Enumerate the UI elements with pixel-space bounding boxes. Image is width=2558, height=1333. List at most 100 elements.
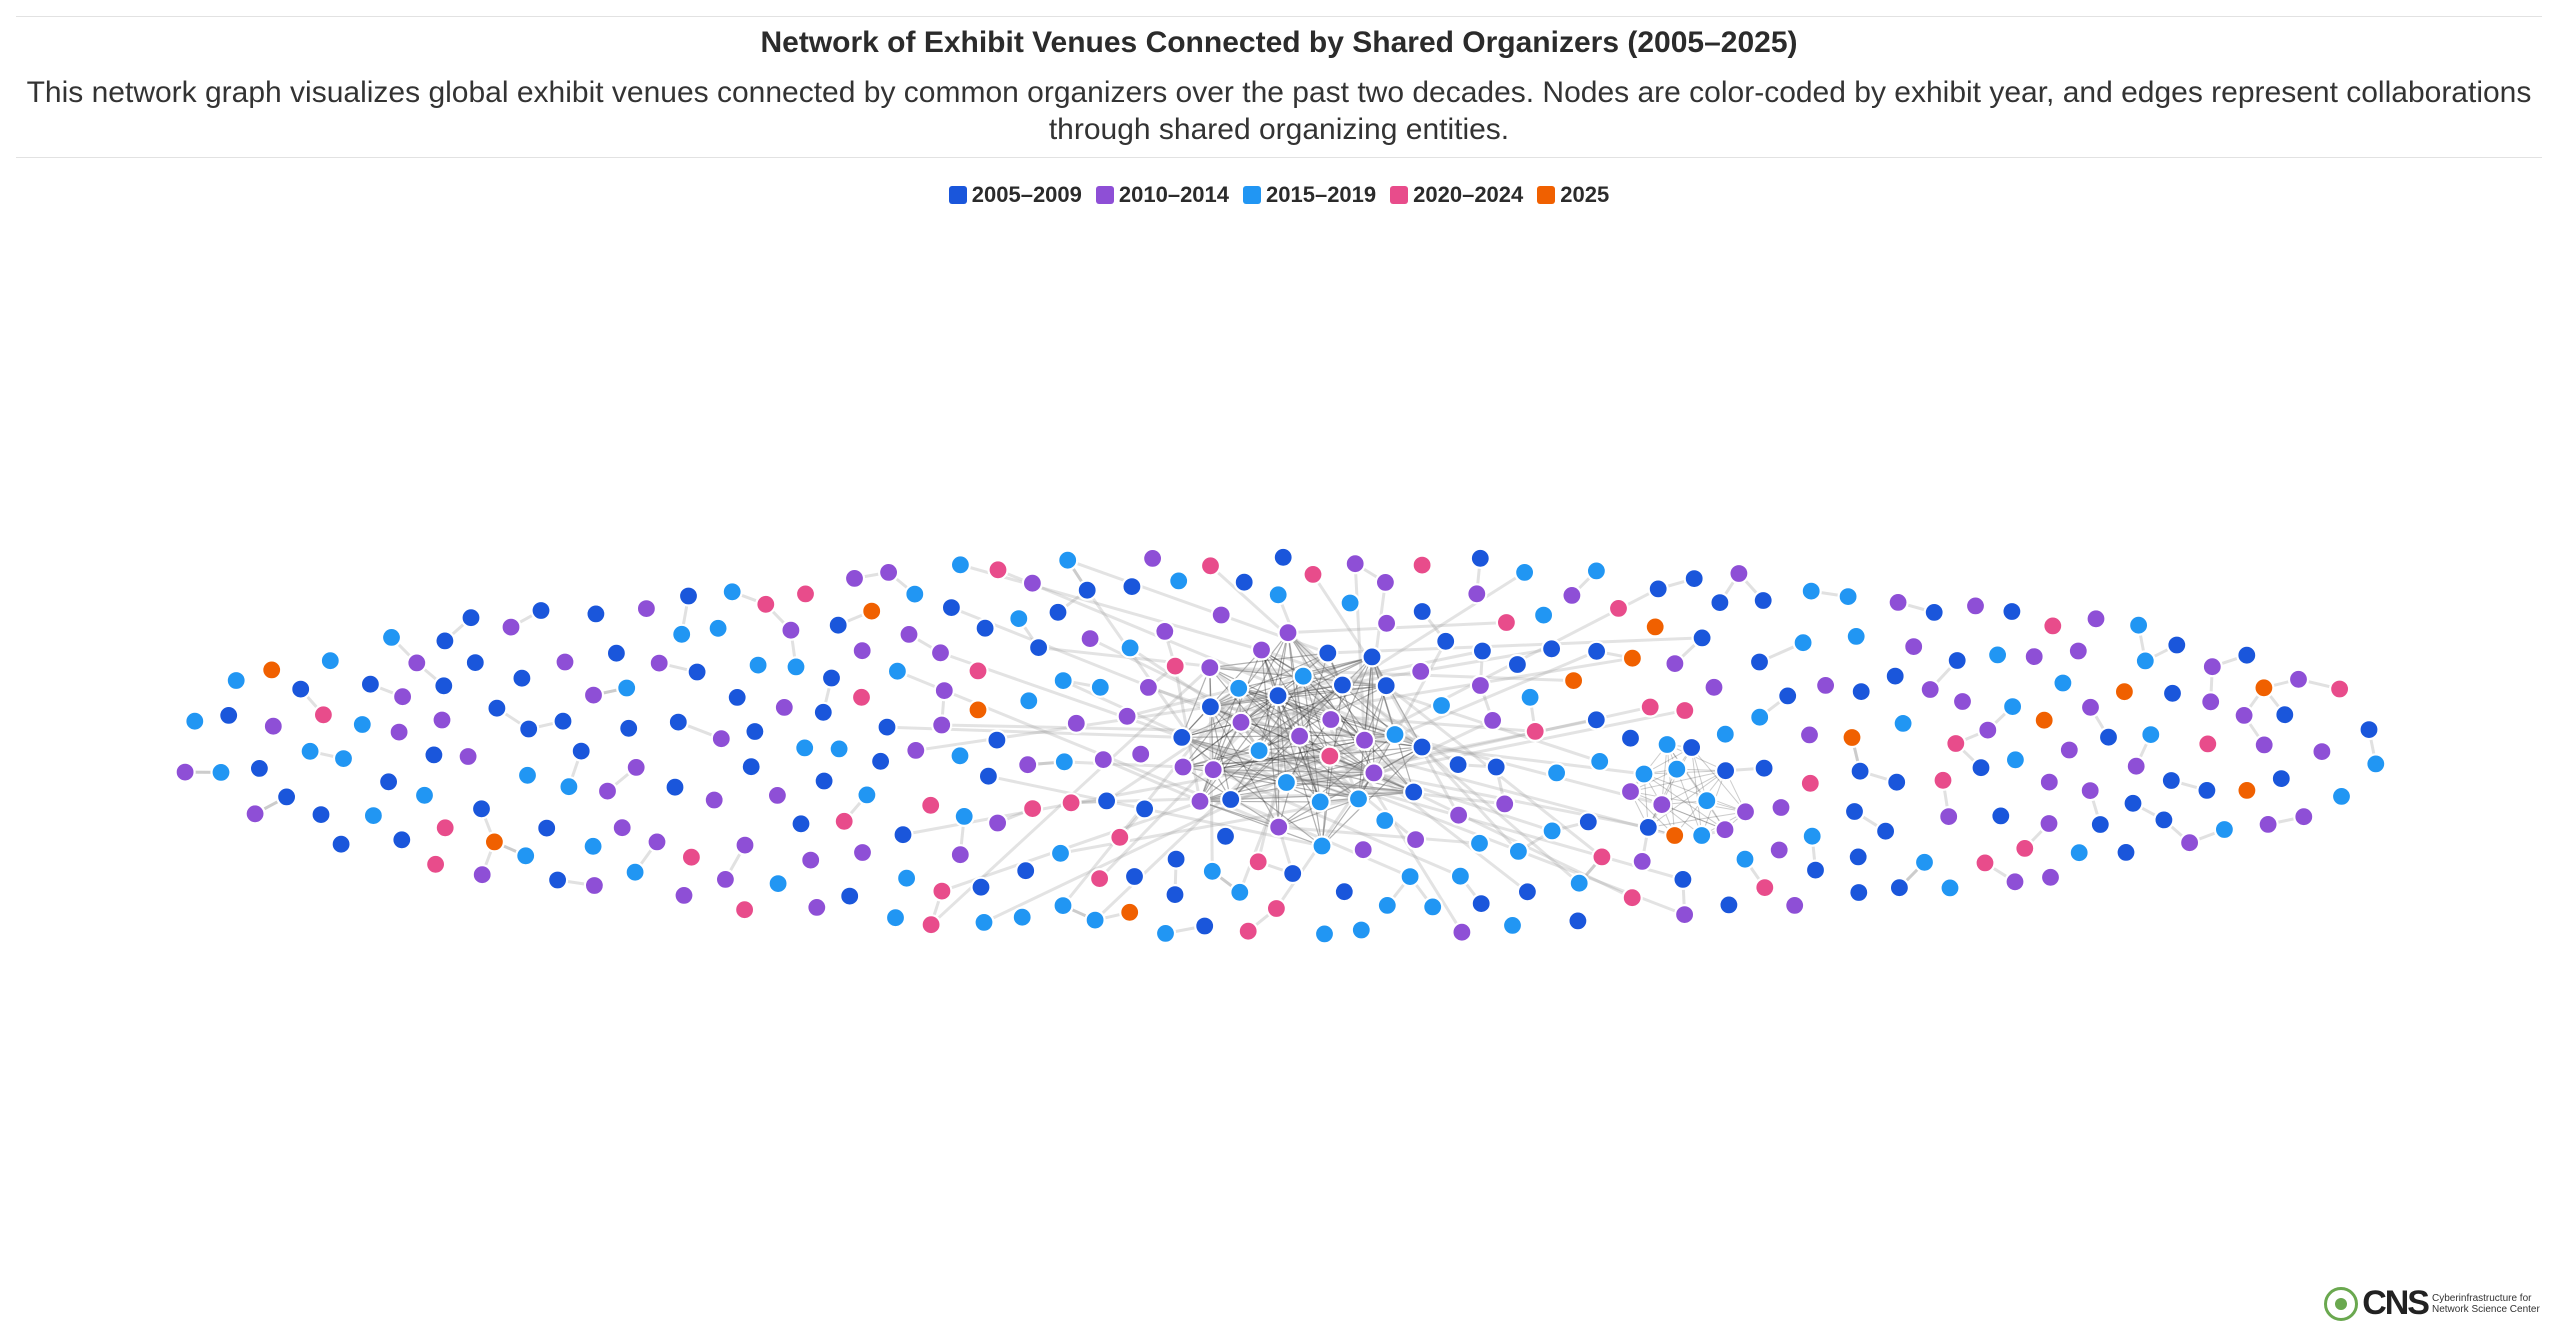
venue-node[interactable] (1619, 727, 1642, 749)
venue-node[interactable] (920, 794, 942, 816)
venue-node[interactable] (1052, 894, 1074, 917)
venue-node[interactable] (1320, 708, 1342, 731)
venue-node[interactable] (1792, 632, 1814, 654)
venue-node[interactable] (2213, 818, 2235, 841)
venue-node[interactable] (726, 686, 748, 709)
venue-node[interactable] (2125, 755, 2147, 777)
venue-node[interactable] (1607, 597, 1630, 620)
venue-node[interactable] (1309, 791, 1331, 813)
venue-node[interactable] (431, 709, 453, 731)
venue-node[interactable] (1585, 560, 1608, 582)
venue-node[interactable] (827, 614, 849, 636)
venue-node[interactable] (2236, 644, 2258, 666)
venue-node[interactable] (1230, 711, 1252, 733)
venue-node[interactable] (1317, 642, 1339, 664)
venue-node[interactable] (2257, 813, 2279, 836)
venue-node[interactable] (1123, 865, 1146, 888)
venue-node[interactable] (953, 805, 975, 828)
venue-node[interactable] (457, 745, 479, 768)
venue-node[interactable] (1119, 637, 1141, 659)
venue-node[interactable] (2001, 695, 2024, 718)
venue-node[interactable] (1466, 583, 1488, 605)
venue-node[interactable] (1770, 796, 1792, 819)
venue-node[interactable] (1644, 616, 1666, 638)
venue-node[interactable] (1647, 578, 1669, 600)
venue-node[interactable] (1347, 788, 1370, 810)
venue-node[interactable] (582, 684, 605, 706)
venue-node[interactable] (973, 911, 995, 934)
venue-node[interactable] (1939, 877, 1961, 899)
venue-node[interactable] (2179, 832, 2201, 854)
venue-node[interactable] (1375, 675, 1397, 697)
venue-node[interactable] (2134, 650, 2156, 672)
venue-node[interactable] (1753, 757, 1775, 779)
venue-node[interactable] (2068, 842, 2090, 864)
venue-node[interactable] (1027, 636, 1050, 659)
venue-node[interactable] (886, 660, 909, 682)
venue-node[interactable] (1495, 611, 1518, 634)
venue-node[interactable] (1202, 759, 1224, 781)
legend-item-2025[interactable]: 2025 (1537, 182, 1609, 208)
venue-node[interactable] (673, 884, 695, 907)
venue-node[interactable] (1141, 547, 1164, 570)
venue-node[interactable] (2253, 677, 2275, 699)
venue-node[interactable] (1353, 729, 1376, 751)
venue-node[interactable] (2153, 809, 2175, 831)
venue-node[interactable] (2033, 709, 2055, 731)
venue-node[interactable] (839, 885, 861, 907)
venue-node[interactable] (1938, 805, 1960, 828)
venue-node[interactable] (1562, 669, 1585, 692)
venue-node[interactable] (1784, 894, 1806, 917)
venue-node[interactable] (1847, 846, 1869, 868)
venue-node[interactable] (812, 701, 834, 723)
venue-node[interactable] (1079, 627, 1101, 650)
legend-item-2005-2009[interactable]: 2005–2009 (948, 182, 1082, 208)
venue-node[interactable] (1485, 756, 1507, 778)
venue-node[interactable] (949, 844, 971, 866)
venue-node[interactable] (1494, 793, 1516, 815)
venue-node[interactable] (635, 597, 658, 620)
venue-node[interactable] (790, 813, 812, 835)
venue-node[interactable] (244, 803, 266, 825)
venue-node[interactable] (1017, 754, 1039, 776)
venue-node[interactable] (744, 720, 766, 743)
venue-node[interactable] (1237, 920, 1259, 942)
venue-node[interactable] (1986, 644, 2009, 666)
venue-node[interactable] (755, 593, 777, 615)
venue-node[interactable] (1664, 824, 1686, 847)
venue-node[interactable] (1923, 601, 1945, 624)
venue-node[interactable] (511, 667, 533, 689)
venue-node[interactable] (210, 761, 232, 784)
venue-node[interactable] (1288, 725, 1311, 747)
venue-node[interactable] (1194, 915, 1216, 937)
venue-node[interactable] (904, 583, 926, 605)
venue-node[interactable] (1319, 745, 1341, 767)
venue-node[interactable] (1799, 772, 1821, 794)
venue-node[interactable] (425, 853, 447, 875)
venue-node[interactable] (1754, 876, 1776, 899)
venue-node[interactable] (1065, 712, 1087, 734)
venue-node[interactable] (820, 667, 843, 689)
venue-node[interactable] (1637, 816, 1659, 839)
venue-node[interactable] (1410, 660, 1432, 683)
venue-node[interactable] (2166, 634, 2188, 656)
venue-node[interactable] (1116, 705, 1138, 727)
venue-node[interactable] (1422, 896, 1444, 918)
venue-node[interactable] (1451, 921, 1473, 943)
venue-node[interactable] (460, 607, 482, 629)
venue-node[interactable] (869, 750, 892, 772)
venue-node[interactable] (2311, 740, 2333, 763)
venue-node[interactable] (2115, 841, 2137, 864)
venue-node[interactable] (1189, 790, 1211, 812)
venue-node[interactable] (1718, 894, 1740, 916)
venue-node[interactable] (290, 678, 312, 700)
venue-node[interactable] (1919, 678, 1941, 701)
venue-node[interactable] (312, 704, 334, 726)
venue-node[interactable] (1990, 805, 2012, 827)
venue-node[interactable] (1481, 709, 1504, 732)
venue-node[interactable] (1411, 736, 1433, 758)
venue-node[interactable] (2001, 600, 2023, 623)
venue-node[interactable] (1214, 825, 1237, 847)
venue-node[interactable] (1363, 762, 1385, 784)
venue-node[interactable] (2329, 678, 2351, 700)
